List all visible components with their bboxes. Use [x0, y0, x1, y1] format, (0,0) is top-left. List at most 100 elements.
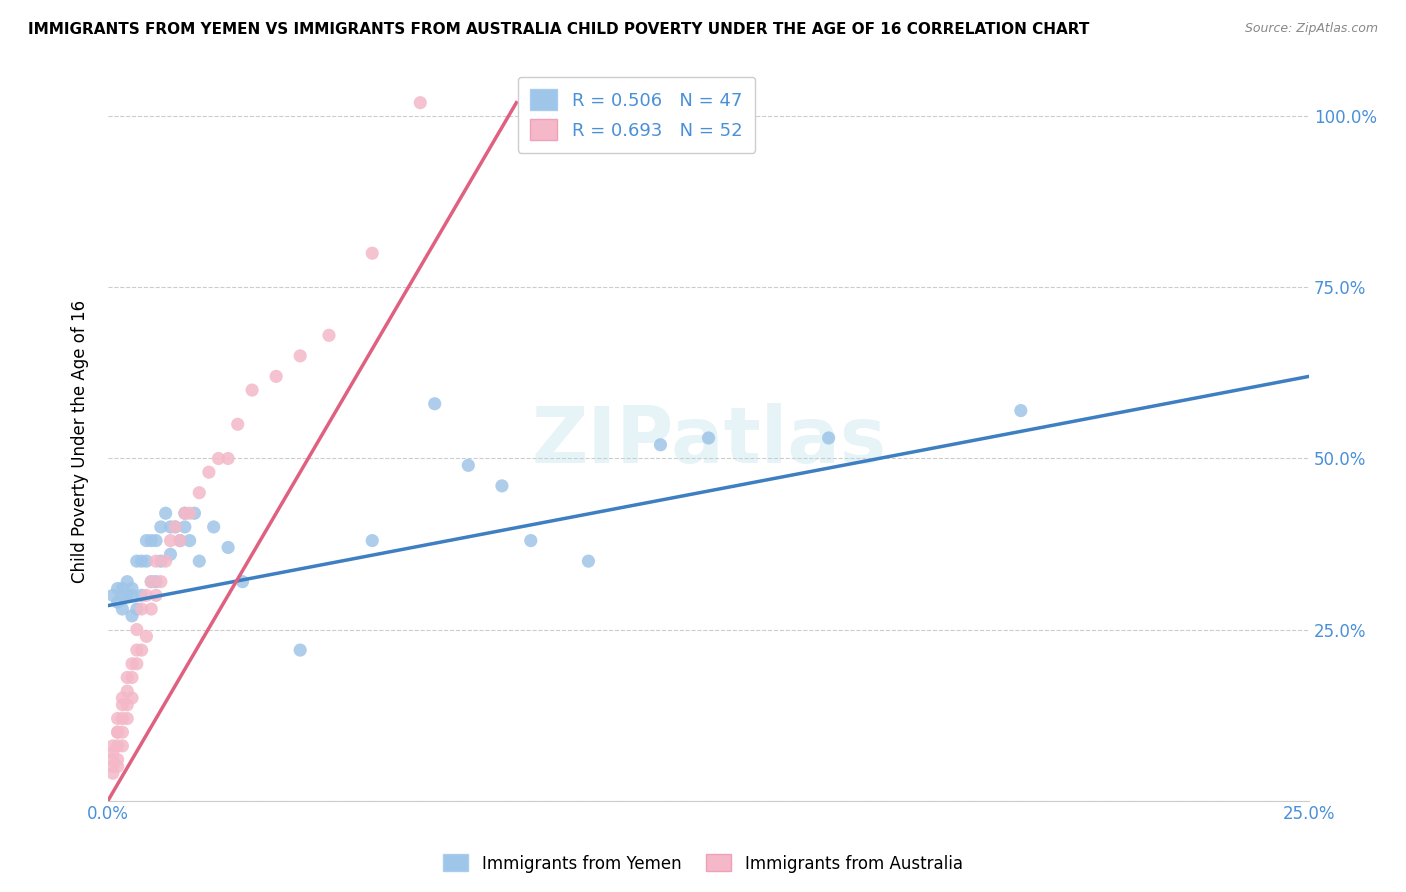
Point — [131, 554, 153, 568]
Point — [202, 520, 225, 534]
Point — [173, 520, 195, 534]
Point — [578, 554, 600, 568]
Point — [145, 533, 167, 548]
Point — [135, 554, 157, 568]
Point — [115, 684, 138, 698]
Point — [111, 698, 134, 712]
Point — [115, 670, 138, 684]
Point — [288, 349, 311, 363]
Point — [135, 588, 157, 602]
Point — [520, 533, 543, 548]
Point — [107, 582, 129, 596]
Point — [1010, 403, 1032, 417]
Point — [101, 588, 124, 602]
Point — [141, 533, 163, 548]
Point — [111, 690, 134, 705]
Point — [179, 506, 201, 520]
Point — [240, 383, 263, 397]
Point — [159, 520, 181, 534]
Point — [111, 602, 134, 616]
Point — [423, 397, 446, 411]
Legend: R = 0.506   N = 47, R = 0.693   N = 52: R = 0.506 N = 47, R = 0.693 N = 52 — [517, 77, 755, 153]
Point — [125, 643, 148, 657]
Point — [226, 417, 249, 432]
Point — [155, 506, 177, 520]
Point — [650, 438, 672, 452]
Point — [231, 574, 253, 589]
Point — [131, 602, 153, 616]
Point — [115, 698, 138, 712]
Point — [121, 670, 143, 684]
Point — [697, 431, 720, 445]
Point — [125, 554, 148, 568]
Point — [121, 690, 143, 705]
Point — [111, 725, 134, 739]
Point — [101, 759, 124, 773]
Point — [111, 712, 134, 726]
Point — [159, 533, 181, 548]
Point — [149, 554, 172, 568]
Point — [288, 643, 311, 657]
Point — [121, 588, 143, 602]
Point — [101, 739, 124, 753]
Point — [111, 739, 134, 753]
Point — [115, 574, 138, 589]
Point — [141, 574, 163, 589]
Point — [131, 588, 153, 602]
Point — [141, 602, 163, 616]
Point — [107, 725, 129, 739]
Point — [121, 608, 143, 623]
Point — [207, 451, 229, 466]
Point — [318, 328, 340, 343]
Point — [217, 451, 239, 466]
Point — [111, 582, 134, 596]
Point — [121, 657, 143, 671]
Point — [121, 582, 143, 596]
Point — [115, 588, 138, 602]
Point — [217, 541, 239, 555]
Point — [179, 533, 201, 548]
Point — [188, 485, 211, 500]
Point — [188, 554, 211, 568]
Point — [491, 479, 513, 493]
Point — [149, 520, 172, 534]
Point — [173, 506, 195, 520]
Point — [457, 458, 479, 473]
Point — [198, 465, 221, 479]
Y-axis label: Child Poverty Under the Age of 16: Child Poverty Under the Age of 16 — [72, 300, 89, 583]
Point — [145, 574, 167, 589]
Point — [101, 746, 124, 760]
Point — [141, 574, 163, 589]
Point — [165, 520, 187, 534]
Point — [264, 369, 287, 384]
Point — [107, 759, 129, 773]
Point — [125, 602, 148, 616]
Point — [125, 657, 148, 671]
Point — [173, 506, 195, 520]
Point — [155, 554, 177, 568]
Point — [125, 623, 148, 637]
Point — [149, 574, 172, 589]
Point — [361, 533, 384, 548]
Point — [817, 431, 839, 445]
Point — [131, 643, 153, 657]
Point — [169, 533, 191, 548]
Point — [135, 629, 157, 643]
Point — [169, 533, 191, 548]
Text: IMMIGRANTS FROM YEMEN VS IMMIGRANTS FROM AUSTRALIA CHILD POVERTY UNDER THE AGE O: IMMIGRANTS FROM YEMEN VS IMMIGRANTS FROM… — [28, 22, 1090, 37]
Point — [101, 766, 124, 780]
Point — [107, 712, 129, 726]
Point — [115, 712, 138, 726]
Point — [159, 547, 181, 561]
Point — [145, 554, 167, 568]
Point — [183, 506, 205, 520]
Point — [107, 595, 129, 609]
Point — [111, 588, 134, 602]
Point — [409, 95, 432, 110]
Point — [361, 246, 384, 260]
Point — [107, 725, 129, 739]
Point — [101, 753, 124, 767]
Text: ZIPatlas: ZIPatlas — [531, 403, 886, 479]
Point — [107, 739, 129, 753]
Point — [135, 533, 157, 548]
